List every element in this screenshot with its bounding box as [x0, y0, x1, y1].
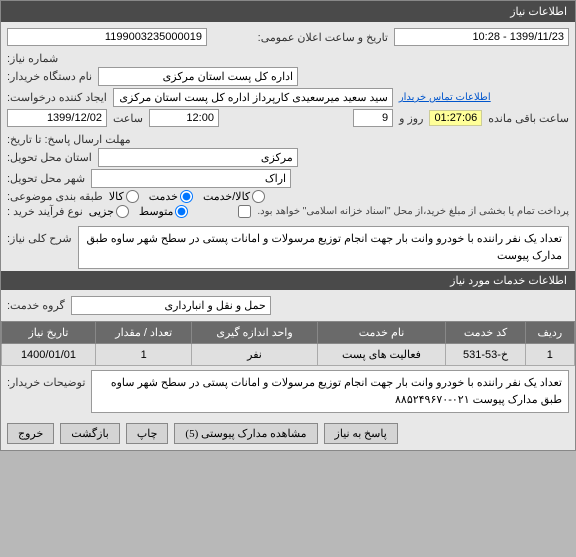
province-label: استان محل تحویل:: [7, 151, 92, 164]
remaining-label: ساعت باقی مانده: [488, 112, 569, 125]
td-row: 1: [525, 344, 574, 366]
th-name: نام خدمت: [317, 322, 446, 344]
pt-small-radio[interactable]: جزیی: [89, 205, 129, 218]
th-qty: تعداد / مقدار: [95, 322, 192, 344]
exit-button[interactable]: خروج: [7, 423, 54, 444]
th-row: ردیف: [525, 322, 574, 344]
service-group-value: حمل و نقل و انبارداری: [71, 296, 271, 315]
hour-label: ساعت: [113, 112, 143, 125]
category-label: طبقه بندی موضوعی:: [7, 190, 103, 203]
need-info-window: اطلاعات نیاز 1399/11/23 - 10:28 تاریخ و …: [0, 0, 576, 451]
payment-checkbox[interactable]: [238, 205, 251, 218]
device-value: اداره کل پست استان مرکزی: [98, 67, 298, 86]
th-unit: واحد اندازه گیری: [192, 322, 317, 344]
purchase-type-radios: متوسط جزیی: [89, 205, 189, 218]
td-unit: نفر: [192, 344, 317, 366]
attachments-button[interactable]: مشاهده مدارک پیوستی (5): [174, 423, 317, 444]
buyer-notes-box: تعداد یک نفر راننده با خودرو وانت بار جه…: [91, 370, 569, 413]
category-radios: کالا/خدمت خدمت کالا: [109, 190, 265, 203]
deadline-hour: 12:00: [149, 109, 219, 127]
payment-note: پرداخت تمام یا بخشی از مبلغ خرید،از محل …: [257, 206, 569, 217]
cat-service-radio[interactable]: خدمت: [149, 190, 193, 203]
services-table: ردیف کد خدمت نام خدمت واحد اندازه گیری ت…: [1, 321, 575, 366]
city-value: اراک: [91, 169, 291, 188]
form-section: 1399/11/23 - 10:28 تاریخ و ساعت اعلان عم…: [1, 22, 575, 224]
th-code: کد خدمت: [446, 322, 525, 344]
announce-value: 1399/11/23 - 10:28: [394, 28, 569, 46]
purchase-type-label: نوع فرآیند خرید :: [7, 205, 83, 218]
td-code: خ-53-531: [446, 344, 525, 366]
respond-button[interactable]: پاسخ به نیاز: [324, 423, 398, 444]
back-button[interactable]: بازگشت: [60, 423, 120, 444]
device-label: نام دستگاه خریدار:: [7, 70, 92, 83]
city-label: شهر محل تحویل:: [7, 172, 85, 185]
button-row: خروج بازگشت چاپ مشاهده مدارک پیوستی (5) …: [1, 417, 575, 450]
table-header-row: ردیف کد خدمت نام خدمت واحد اندازه گیری ت…: [2, 322, 575, 344]
td-qty: 1: [95, 344, 192, 366]
countdown: 01:27:06: [429, 110, 482, 126]
service-group-label: گروه خدمت:: [7, 299, 65, 312]
print-button[interactable]: چاپ: [126, 423, 169, 444]
deadline-label: مهلت ارسال پاسخ: تا تاریخ:: [7, 133, 131, 146]
deadline-date: 1399/12/02: [7, 109, 107, 127]
contact-link[interactable]: اطلاعات تماس خریدار: [399, 92, 491, 103]
need-number-label: شماره نیاز:: [7, 52, 58, 65]
td-date: 1400/01/01: [2, 344, 96, 366]
announce-label: تاریخ و ساعت اعلان عمومی:: [258, 31, 388, 44]
day-label: روز و: [399, 112, 423, 125]
creator-label: ایجاد کننده درخواست:: [7, 91, 107, 104]
province-value: مرکزی: [98, 148, 298, 167]
td-name: فعالیت های پست: [317, 344, 446, 366]
cat-goods-service-radio[interactable]: کالا/خدمت: [203, 190, 265, 203]
window-title: اطلاعات نیاز: [510, 6, 567, 18]
title-bar: اطلاعات نیاز: [1, 1, 575, 22]
th-date: تاریخ نیاز: [2, 322, 96, 344]
need-number-value: 1199003235000019: [7, 28, 207, 46]
services-header: اطلاعات خدمات مورد نیاز: [1, 271, 575, 290]
creator-value: سید سعید میرسعیدی کارپرداز اداره کل پست …: [113, 88, 393, 107]
table-row: 1 خ-53-531 فعالیت های پست نفر 1 1400/01/…: [2, 344, 575, 366]
description-box: تعداد یک نفر راننده با خودرو وانت بار جه…: [78, 226, 569, 269]
buyer-notes-label: توضیحات خریدار:: [7, 370, 85, 389]
pt-medium-radio[interactable]: متوسط: [139, 205, 189, 218]
days-left: 9: [353, 109, 393, 127]
cat-goods-radio[interactable]: کالا: [109, 190, 139, 203]
desc-label: شرح کلی نیاز:: [7, 226, 72, 245]
